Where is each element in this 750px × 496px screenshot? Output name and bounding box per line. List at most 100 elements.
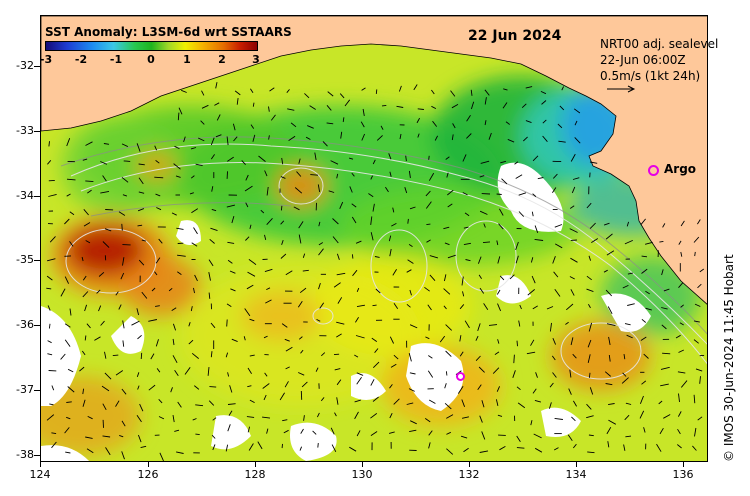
current-vector xyxy=(246,416,255,418)
current-vector xyxy=(496,386,501,392)
current-vector xyxy=(264,170,268,177)
current-vector xyxy=(466,133,472,139)
current-vector xyxy=(410,420,417,425)
current-vector xyxy=(488,132,492,140)
current-vector xyxy=(445,156,450,160)
current-vector xyxy=(603,222,610,226)
current-vector xyxy=(608,419,617,425)
current-vector xyxy=(262,416,271,419)
current-vector xyxy=(64,218,70,225)
current-vector xyxy=(535,372,538,378)
current-vector xyxy=(336,379,342,386)
current-vector xyxy=(47,340,52,344)
current-vector xyxy=(236,98,239,105)
current-vector xyxy=(626,334,633,339)
current-vector xyxy=(518,192,527,196)
current-vector xyxy=(216,114,221,121)
current-vector xyxy=(156,207,162,211)
current-vector xyxy=(641,318,646,323)
current-vector xyxy=(608,403,615,406)
current-vector xyxy=(307,125,314,129)
current-vector xyxy=(623,354,626,360)
current-vector xyxy=(447,203,453,208)
current-vector xyxy=(84,335,87,341)
current-vector xyxy=(694,303,701,307)
current-vector xyxy=(334,412,337,417)
current-vector xyxy=(245,236,250,241)
current-vector xyxy=(374,348,379,353)
current-vector xyxy=(211,208,217,212)
current-vector xyxy=(188,339,194,345)
current-vector xyxy=(534,225,539,233)
current-vector xyxy=(51,441,57,449)
y-tick-mark xyxy=(34,325,40,326)
current-vector xyxy=(190,306,193,312)
current-vector xyxy=(660,383,669,387)
current-vector xyxy=(640,336,647,341)
current-vector xyxy=(531,275,536,284)
current-vector xyxy=(371,337,378,342)
current-vector xyxy=(460,435,468,439)
current-vector xyxy=(195,404,204,407)
current-vector xyxy=(425,201,432,209)
current-vector xyxy=(83,222,91,227)
current-vector xyxy=(431,105,437,110)
current-vector xyxy=(87,415,93,420)
current-vector xyxy=(603,269,608,273)
current-vector xyxy=(692,445,697,451)
current-vector xyxy=(176,227,184,230)
current-vector xyxy=(249,318,255,322)
current-vector xyxy=(393,354,399,360)
current-vector xyxy=(398,85,402,92)
current-vector xyxy=(66,178,76,181)
current-vector xyxy=(296,171,302,177)
current-vector xyxy=(280,220,285,225)
current-vector xyxy=(534,399,542,403)
current-vector xyxy=(139,403,144,412)
current-vector xyxy=(390,363,397,368)
current-vector xyxy=(515,241,519,251)
current-vector xyxy=(175,175,181,178)
current-vector xyxy=(226,303,232,307)
current-vector xyxy=(534,238,544,241)
current-vector xyxy=(79,366,85,372)
current-vector xyxy=(627,272,633,275)
current-vector xyxy=(215,82,218,89)
current-vector xyxy=(171,212,177,216)
current-vector xyxy=(549,322,552,332)
current-vector xyxy=(526,351,536,355)
current-vector xyxy=(621,377,629,384)
current-vector xyxy=(678,393,680,403)
current-vector xyxy=(370,413,378,419)
current-vector xyxy=(285,346,293,352)
current-vector xyxy=(158,398,163,404)
current-vector xyxy=(457,385,464,394)
current-vector xyxy=(332,218,339,225)
current-vector xyxy=(210,137,215,146)
current-vector xyxy=(624,323,631,326)
current-vector xyxy=(553,271,559,278)
current-vector xyxy=(533,433,542,439)
current-vector xyxy=(208,272,211,281)
argo-float-marker[interactable] xyxy=(456,372,465,381)
current-vector xyxy=(208,400,215,406)
current-vector xyxy=(249,354,255,357)
current-vector xyxy=(64,276,70,284)
current-vector xyxy=(519,304,522,310)
map-panel[interactable] xyxy=(40,15,708,462)
current-vector xyxy=(195,433,200,436)
current-vector xyxy=(122,340,125,347)
current-vector xyxy=(67,368,74,373)
current-vector xyxy=(693,394,696,404)
current-vector xyxy=(100,320,105,326)
current-vector xyxy=(518,320,521,327)
current-vector xyxy=(459,335,462,342)
current-vector xyxy=(177,271,182,275)
current-vector xyxy=(69,308,72,316)
current-vector xyxy=(463,242,471,246)
current-vector xyxy=(177,112,180,121)
current-vector xyxy=(332,236,339,244)
current-vector xyxy=(155,193,161,197)
current-vector xyxy=(661,324,667,330)
current-vector xyxy=(388,153,392,160)
